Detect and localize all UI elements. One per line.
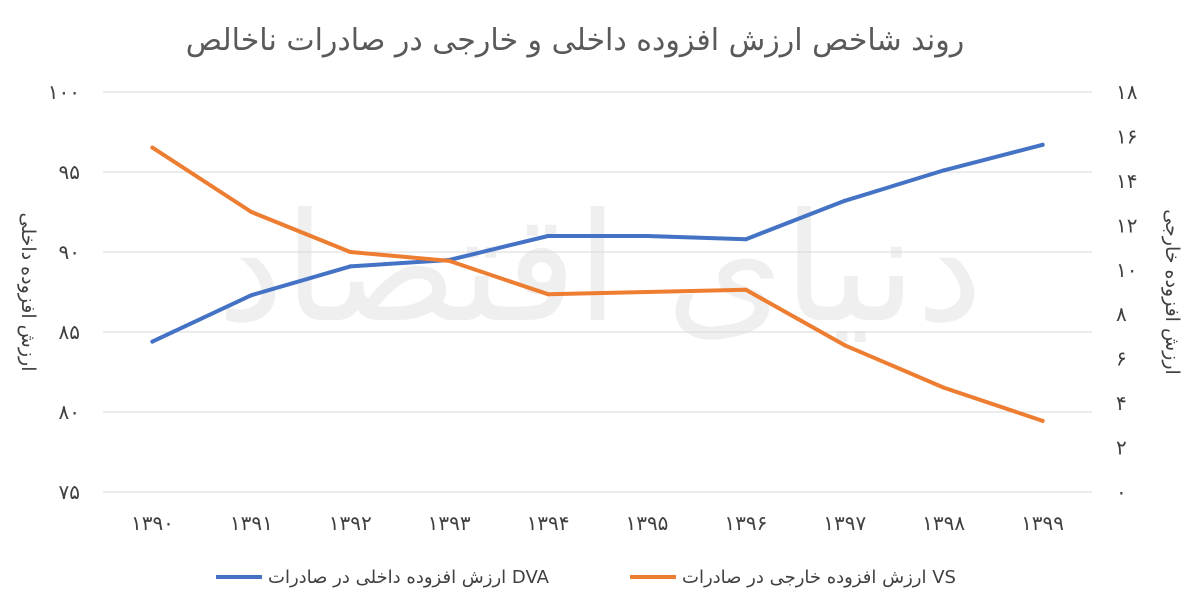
data-point-vs — [546, 292, 550, 297]
watermark: دنیای اقتصاد — [217, 182, 983, 356]
left-axis-title: ارزش افزوده داخلی — [17, 213, 39, 372]
data-point-dva — [941, 168, 946, 173]
data-point-dva — [546, 234, 550, 238]
data-point-dva — [842, 198, 847, 203]
chart-title: روند شاخص ارزش افزوده داخلی و خارجی در ص… — [186, 23, 965, 58]
left-tick-label: ۹۵ — [59, 160, 80, 184]
x-tick-label: ۱۳۹۴ — [527, 511, 570, 535]
data-point-vs — [447, 258, 452, 263]
right-tick-label: ۸ — [1116, 302, 1127, 326]
legend-label-dva: ارزش افزوده داخلی در صادرات DVA — [268, 567, 550, 588]
series-line-dva — [150, 142, 1045, 344]
right-tick-label: ۱۶ — [1116, 124, 1137, 148]
x-tick-label: ۱۳۹۲ — [329, 511, 372, 535]
x-tick-label: ۱۳۹۰ — [131, 511, 174, 535]
data-point-vs — [842, 343, 847, 348]
data-point-dva — [1040, 142, 1045, 147]
x-tick-label: ۱۳۹۶ — [724, 511, 767, 535]
right-tick-label: ۰ — [1116, 480, 1127, 504]
series-line-vs — [150, 145, 1045, 423]
data-point-vs — [1040, 418, 1045, 423]
right-tick-label: ۴ — [1116, 391, 1127, 415]
x-axis-ticks: ۱۳۹۰ ۱۳۹۱ ۱۳۹۲ ۱۳۹۳ ۱۳۹۴ ۱۳۹۵ ۱۳۹۶ ۱۳۹۷ ۱۳۹۸ ۱۳۹۹ — [131, 511, 1064, 535]
x-tick-label: ۱۳۹۵ — [625, 511, 668, 535]
series-lines — [150, 142, 1045, 423]
data-point-vs — [348, 250, 353, 254]
data-point-vs — [645, 290, 649, 294]
right-tick-label: ۱۲ — [1116, 213, 1137, 237]
right-axis-title: ارزش افزوده خارجی — [1161, 209, 1183, 375]
left-tick-label: ۹۰ — [59, 240, 80, 264]
right-tick-label: ۱۴ — [1116, 169, 1137, 193]
data-point-dva — [249, 293, 254, 298]
right-tick-label: ۶ — [1116, 347, 1127, 371]
legend-label-vs: ارزش افزوده خارجی در صادرات VS — [682, 567, 956, 588]
right-tick-label: ۱۰ — [1116, 258, 1137, 282]
x-tick-label: ۱۳۹۹ — [1021, 511, 1064, 535]
right-tick-label: ۲ — [1116, 436, 1127, 460]
x-tick-label: ۱۳۹۳ — [428, 511, 471, 535]
data-point-dva — [348, 264, 353, 269]
data-point-vs — [150, 145, 155, 150]
data-point-vs — [941, 385, 946, 390]
x-tick-label: ۱۳۹۸ — [922, 511, 965, 535]
x-tick-label: ۱۳۹۷ — [823, 511, 866, 535]
left-tick-label: ۷۵ — [59, 480, 80, 504]
left-tick-label: ۱۰۰ — [48, 80, 80, 104]
right-axis-ticks: ۱۸ ۱۶ ۱۴ ۱۲ ۱۰ ۸ ۶ ۴ ۲ ۰ — [1116, 80, 1138, 504]
data-point-vs — [249, 210, 254, 214]
data-point-vs — [743, 287, 748, 292]
data-point-dva — [150, 339, 155, 344]
right-tick-label: ۱۸ — [1116, 80, 1138, 104]
left-tick-label: ۸۰ — [59, 400, 80, 424]
left-tick-label: ۸۵ — [59, 320, 80, 344]
legend: ارزش افزوده داخلی در صادرات DVA ارزش افز… — [216, 567, 956, 588]
left-axis-ticks: ۱۰۰ ۹۵ ۹۰ ۸۵ ۸۰ ۷۵ — [48, 80, 80, 504]
data-point-dva — [645, 234, 649, 238]
x-tick-label: ۱۳۹۱ — [230, 511, 273, 535]
data-point-dva — [743, 237, 748, 242]
gridlines — [103, 91, 1092, 493]
